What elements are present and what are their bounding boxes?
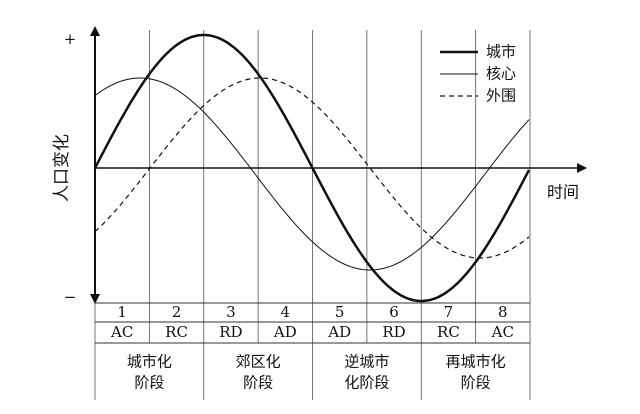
y-plus: + <box>64 30 77 48</box>
stage-number: 1 <box>117 303 127 321</box>
core-curve <box>94 77 530 271</box>
stage-code: RD <box>382 323 405 341</box>
stage-number: 2 <box>172 303 182 321</box>
curves <box>93 33 531 303</box>
periphery-curve <box>94 77 530 259</box>
stage-number: 8 <box>498 303 508 321</box>
stage-label: 郊区化 <box>236 353 281 371</box>
stage-number: 6 <box>389 303 399 321</box>
legend-label: 核心 <box>486 65 516 83</box>
legend: 城市 核心 外围 <box>440 43 516 105</box>
stage-label: 逆城市 <box>344 353 389 371</box>
stage-code: RC <box>437 323 460 341</box>
stage-code: RD <box>219 323 242 341</box>
city-curve <box>93 33 531 303</box>
stage-number: 4 <box>281 303 291 321</box>
y-minus: − <box>64 288 77 306</box>
stage-code: AC <box>110 323 133 341</box>
stage-label: 阶段 <box>243 374 273 392</box>
y-label: 人口变化 <box>52 134 72 202</box>
stage-label: 再城市化 <box>446 353 506 371</box>
legend-label: 外围 <box>486 87 516 105</box>
stage-label: 城市化 <box>127 353 172 371</box>
stage-code: AD <box>273 323 297 341</box>
stage-label: 化阶段 <box>344 374 389 392</box>
stage-label: 阶段 <box>134 374 164 392</box>
x-label: 时间 <box>547 183 579 202</box>
stage-number: 3 <box>226 303 236 321</box>
stage-code: AC <box>491 323 514 341</box>
stage-number: 7 <box>444 303 454 321</box>
stage-number: 5 <box>335 303 345 321</box>
stage-label: 阶段 <box>461 374 491 392</box>
stage-code: RC <box>165 323 188 341</box>
stage-code: AD <box>327 323 351 341</box>
grid <box>94 30 531 400</box>
legend-label: 城市 <box>486 43 516 61</box>
